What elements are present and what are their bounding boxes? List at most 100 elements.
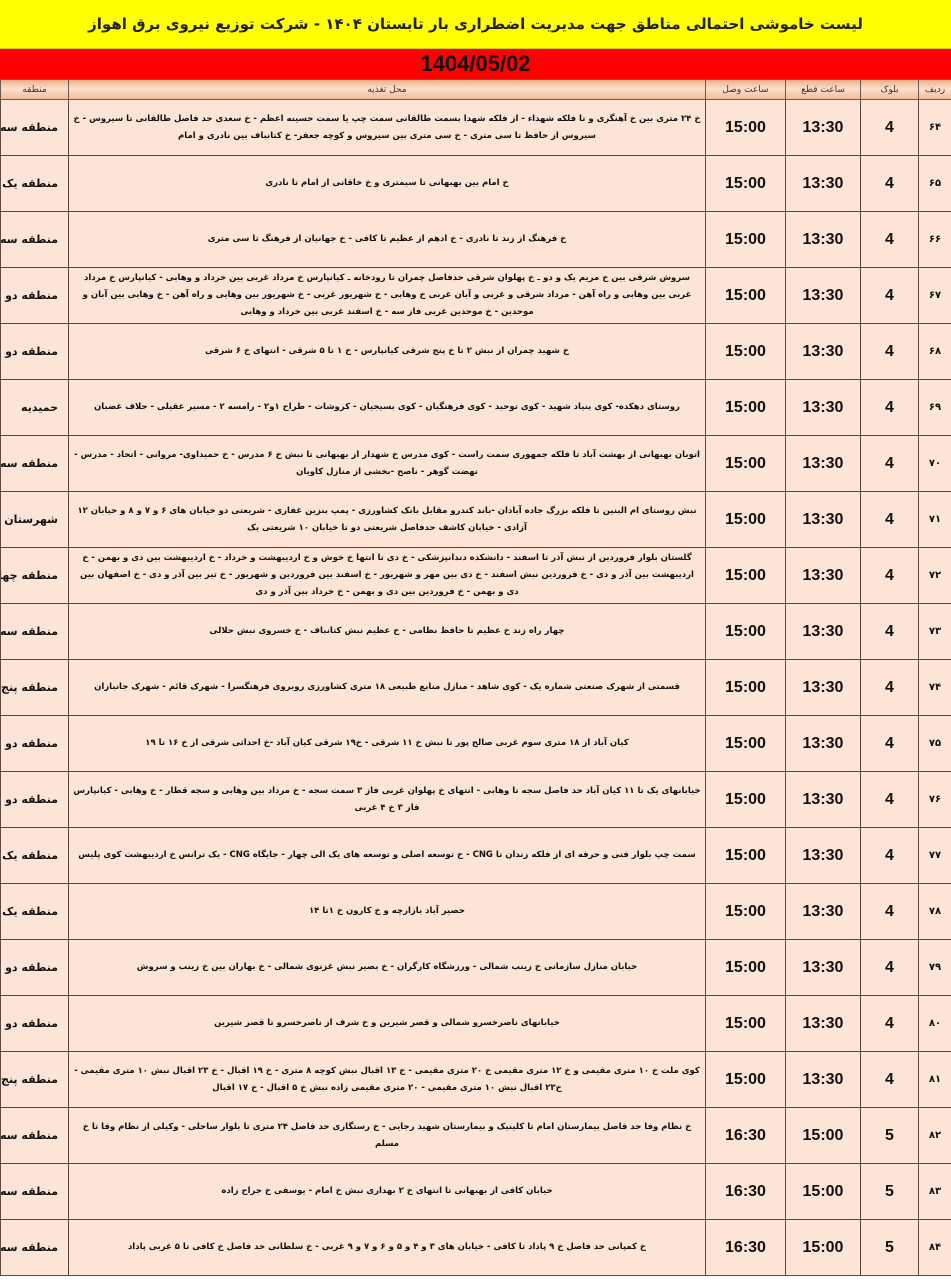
- row-number-cell: ۷۹: [918, 939, 951, 996]
- cut-time-cell: 13:30: [785, 995, 861, 1052]
- row-number-cell: ۸۰: [918, 995, 951, 1052]
- table-row: ۶۷ 4 13:30 15:00 سروش شرقی بین خ مریم یک و د…: [0, 267, 951, 324]
- column-header-restore-time: ساعت وصل: [705, 79, 786, 100]
- cut-time-cell: 13:30: [785, 435, 861, 492]
- restore-time-cell: 15:00: [705, 547, 786, 604]
- cut-time-cell: 13:30: [785, 659, 861, 716]
- block-number-cell: 4: [860, 267, 919, 324]
- block-number-cell: 5: [860, 1107, 919, 1164]
- block-number-cell: 5: [860, 1219, 919, 1276]
- restore-time-cell: 15:00: [705, 715, 786, 772]
- block-number-cell: 4: [860, 659, 919, 716]
- cut-time-cell: 13:30: [785, 267, 861, 324]
- block-number-cell: 4: [860, 939, 919, 996]
- restore-time-cell: 15:00: [705, 1051, 786, 1108]
- table-row: ۷۲ 4 13:30 15:00 گلستان بلوار فروردین از نبش…: [0, 547, 951, 604]
- location-cell: چهار راه زند خ عظیم تا حافظ نظامی - خ عظ…: [68, 603, 706, 660]
- table-row: ۶۶ 4 13:30 15:00 خ فرهنگ از زند تا نادری - خ…: [0, 211, 951, 268]
- restore-time-cell: 15:00: [705, 939, 786, 996]
- region-cell: منطقه یک: [0, 883, 69, 940]
- region-cell: منطقه سه: [0, 603, 69, 660]
- region-cell: منطقه سه: [0, 99, 69, 156]
- cut-time-cell: 13:30: [785, 715, 861, 772]
- column-header-radif: ردیف: [918, 79, 951, 100]
- restore-time-cell: 16:30: [705, 1107, 786, 1164]
- region-cell: منطقه دو: [0, 323, 69, 380]
- cut-time-cell: 13:30: [785, 939, 861, 996]
- column-header-block: بلوک: [860, 79, 919, 100]
- region-cell: منطقه دو: [0, 939, 69, 996]
- block-number-cell: 4: [860, 155, 919, 212]
- location-cell: سروش شرقی بین خ مریم یک و دو ـ خ پهلوان …: [68, 267, 706, 324]
- location-cell: خ نظام وفا حد فاصل بیمارستان امام تا کلی…: [68, 1107, 706, 1164]
- location-cell: حصیر آباد بازارچه و خ کارون خ ۱تا ۱۴: [68, 883, 706, 940]
- cut-time-cell: 13:30: [785, 379, 861, 436]
- region-cell: منطقه پنج: [0, 1051, 69, 1108]
- row-number-cell: ۶۵: [918, 155, 951, 212]
- cut-time-cell: 13:30: [785, 1051, 861, 1108]
- block-number-cell: 4: [860, 827, 919, 884]
- row-number-cell: ۶۷: [918, 267, 951, 324]
- row-number-cell: ۷۵: [918, 715, 951, 772]
- block-number-cell: 4: [860, 379, 919, 436]
- date-banner: 1404/05/02: [0, 49, 951, 79]
- region-cell: منطقه سه: [0, 1219, 69, 1276]
- block-number-cell: 4: [860, 491, 919, 548]
- cut-time-cell: 13:30: [785, 547, 861, 604]
- location-cell: خ شهید چمران از نبش ۲ تا خ پنج شرقی کیان…: [68, 323, 706, 380]
- restore-time-cell: 15:00: [705, 491, 786, 548]
- table-row: ۶۵ 4 13:30 15:00 خ امام بین بهبهانی تا سیمتر…: [0, 155, 951, 212]
- region-cell: منطقه دو: [0, 995, 69, 1052]
- table-row: ۶۸ 4 13:30 15:00 خ شهید چمران از نبش ۲ تا خ …: [0, 323, 951, 380]
- location-cell: روستای دهکده- کوی بنیاد شهید - کوی توحید…: [68, 379, 706, 436]
- row-number-cell: ۶۹: [918, 379, 951, 436]
- table-row: ۶۹ 4 13:30 15:00 روستای دهکده- کوی بنیاد شهی…: [0, 379, 951, 436]
- region-cell: منطقه سه: [0, 1163, 69, 1220]
- column-header-cut-time: ساعت قطع: [785, 79, 861, 100]
- region-cell: منطقه سه: [0, 211, 69, 268]
- restore-time-cell: 15:00: [705, 211, 786, 268]
- table-row: ۸۲ 5 15:00 16:30 خ نظام وفا حد فاصل بیمارستا…: [0, 1107, 951, 1164]
- block-number-cell: 4: [860, 1051, 919, 1108]
- table-row: ۸۰ 4 13:30 15:00 خیابانهای ناصرخسرو شمالی و …: [0, 995, 951, 1052]
- cut-time-cell: 13:30: [785, 491, 861, 548]
- cut-time-cell: 13:30: [785, 99, 861, 156]
- table-row: ۷۴ 4 13:30 15:00 قسمتی از شهرک صنعتی شماره ی…: [0, 659, 951, 716]
- table-row: ۷۸ 4 13:30 15:00 حصیر آباد بازارچه و خ کارون…: [0, 883, 951, 940]
- location-cell: کیان آباد از ۱۸ متری سوم غربی صالح پور ت…: [68, 715, 706, 772]
- column-header-location: محل تغذیه: [68, 79, 706, 100]
- cut-time-cell: 13:30: [785, 323, 861, 380]
- row-number-cell: ۷۰: [918, 435, 951, 492]
- row-number-cell: ۸۱: [918, 1051, 951, 1108]
- restore-time-cell: 15:00: [705, 995, 786, 1052]
- cut-time-cell: 15:00: [785, 1163, 861, 1220]
- block-number-cell: 4: [860, 547, 919, 604]
- row-number-cell: ۶۴: [918, 99, 951, 156]
- row-number-cell: ۷۶: [918, 771, 951, 828]
- table-row: ۷۹ 4 13:30 15:00 خیابان منازل سازمانی خ زینب…: [0, 939, 951, 996]
- outage-table: ردیف بلوک ساعت قطع ساعت وصل محل تغذیه من…: [0, 79, 951, 1276]
- location-cell: گلستان بلوار فروردین از نبش آذر تا اسفند…: [68, 547, 706, 604]
- block-number-cell: 4: [860, 323, 919, 380]
- region-cell: منطقه چهار: [0, 547, 69, 604]
- restore-time-cell: 15:00: [705, 603, 786, 660]
- block-number-cell: 4: [860, 995, 919, 1052]
- location-cell: اتوبان بهبهانی از بهشت آباد تا فلکه جمهو…: [68, 435, 706, 492]
- region-cell: منطقه سه: [0, 435, 69, 492]
- location-cell: خ امام بین بهبهانی تا سیمتری و خ خاقانی …: [68, 155, 706, 212]
- restore-time-cell: 15:00: [705, 267, 786, 324]
- row-number-cell: ۶۶: [918, 211, 951, 268]
- cut-time-cell: 13:30: [785, 155, 861, 212]
- region-cell: منطقه پنج: [0, 659, 69, 716]
- row-number-cell: ۷۱: [918, 491, 951, 548]
- restore-time-cell: 15:00: [705, 659, 786, 716]
- table-row: ۸۱ 4 13:30 15:00 کوی ملت خ ۱۰ متری مقیمی و خ…: [0, 1051, 951, 1108]
- restore-time-cell: 15:00: [705, 155, 786, 212]
- column-header-region: منطقه: [0, 79, 69, 100]
- table-row: ۸۴ 5 15:00 16:30 خ کمپانی حد فاصل خ ۹ پاداد …: [0, 1219, 951, 1276]
- row-number-cell: ۷۲: [918, 547, 951, 604]
- cut-time-cell: 13:30: [785, 771, 861, 828]
- page-title: لیست خاموشی احتمالی مناطق جهت مدیریت اضط…: [0, 0, 951, 49]
- restore-time-cell: 16:30: [705, 1163, 786, 1220]
- row-number-cell: ۸۳: [918, 1163, 951, 1220]
